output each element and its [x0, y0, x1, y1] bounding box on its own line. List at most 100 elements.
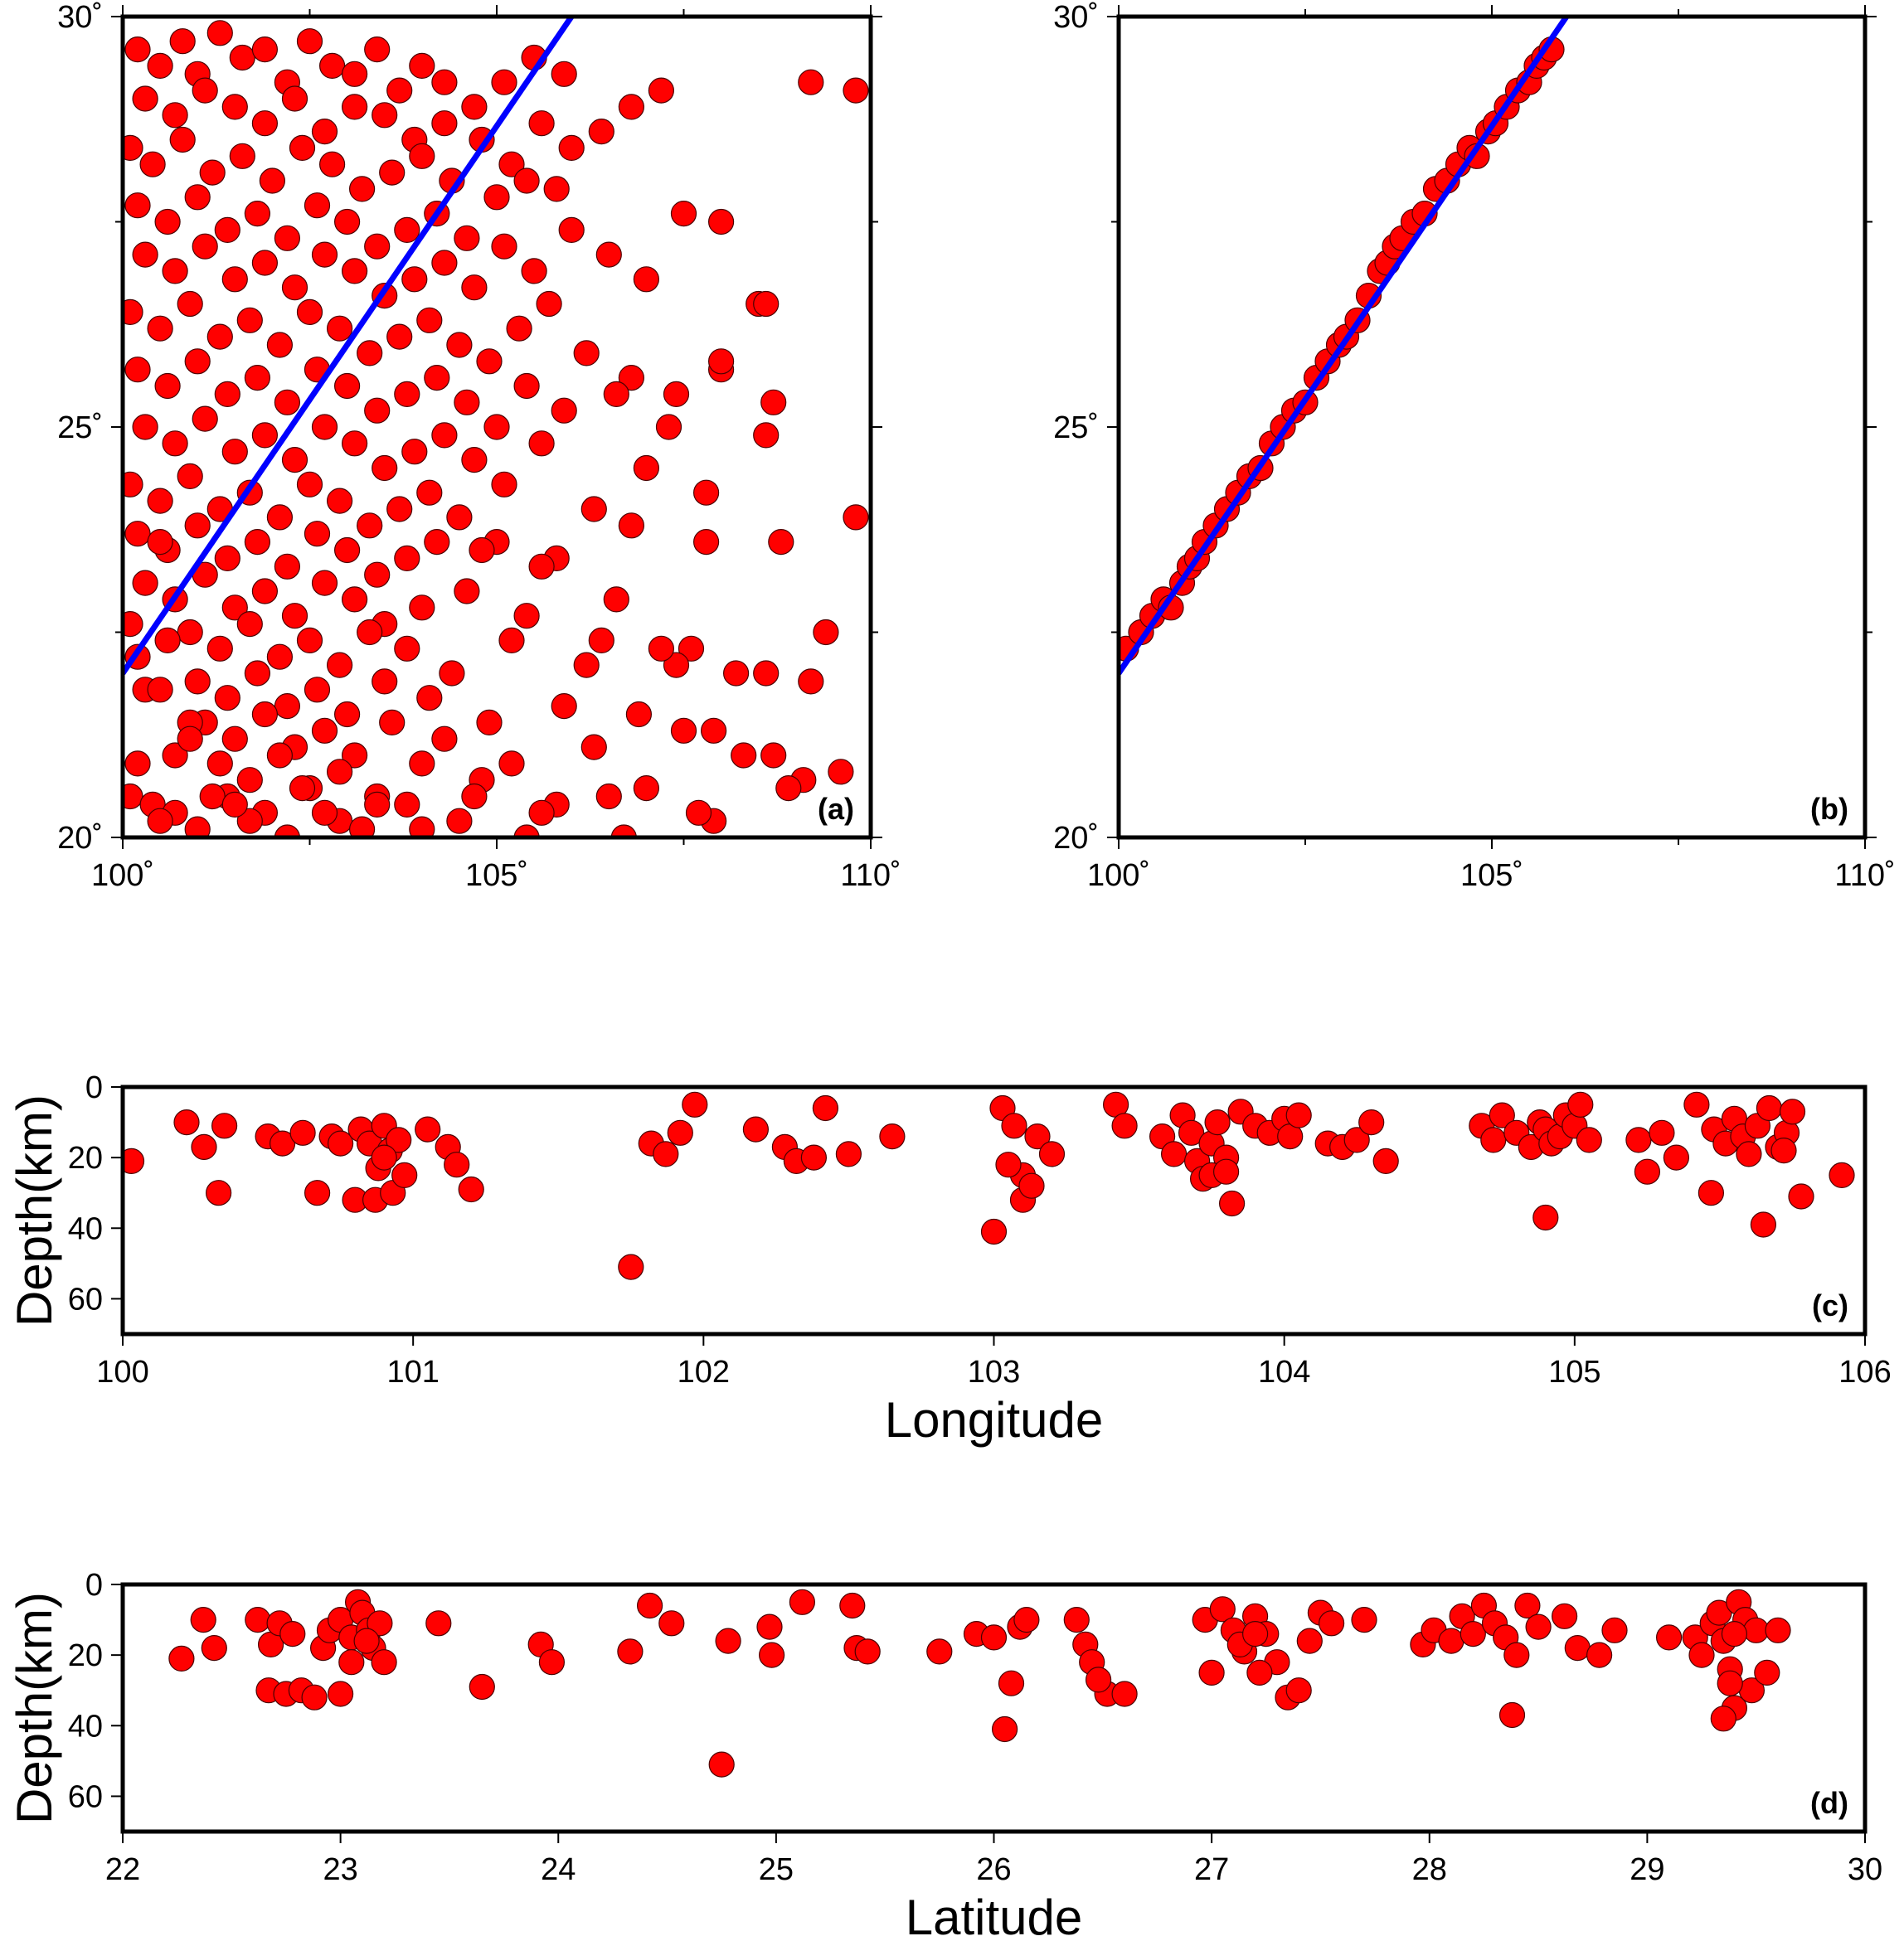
data-point — [123, 1148, 145, 1174]
data-point — [371, 1649, 397, 1676]
data-point — [1788, 1183, 1814, 1210]
data-point — [169, 28, 196, 55]
data-point — [758, 1642, 785, 1668]
data-point — [469, 1673, 495, 1701]
data-point — [245, 1606, 271, 1633]
data-point — [854, 1638, 881, 1665]
x-tick-label: 104 — [1258, 1355, 1310, 1390]
data-point — [328, 1681, 354, 1707]
data-point — [1770, 1137, 1797, 1164]
data-point — [147, 488, 173, 514]
data-point — [139, 151, 166, 177]
data-point — [926, 1638, 953, 1665]
data-point — [1514, 1592, 1541, 1619]
data-point — [617, 1638, 644, 1665]
data-point — [753, 422, 780, 449]
panel-label: (d) — [1810, 1786, 1848, 1820]
data-point — [1525, 1613, 1552, 1640]
data-point — [491, 471, 517, 497]
data-point — [311, 241, 338, 268]
data-point — [364, 36, 391, 63]
data-point — [1198, 1659, 1225, 1686]
data-point — [879, 1123, 906, 1150]
data-point — [1480, 1127, 1507, 1153]
data-point — [444, 1152, 470, 1178]
data-point — [655, 414, 682, 440]
data-point — [839, 1592, 866, 1619]
data-point — [327, 652, 353, 678]
data-point — [1743, 1617, 1770, 1643]
data-point — [327, 488, 353, 514]
data-point — [162, 102, 188, 129]
data-point — [446, 808, 473, 834]
data-point — [296, 28, 323, 55]
data-point — [521, 258, 547, 284]
data-point — [124, 357, 151, 383]
data-point — [682, 1091, 708, 1118]
data-point — [760, 389, 787, 415]
data-layer — [123, 1091, 1855, 1280]
data-point — [342, 430, 368, 457]
data-point — [633, 266, 660, 293]
data-point — [513, 372, 540, 400]
x-axis-title: Longitude — [885, 1392, 1104, 1448]
data-point — [244, 365, 270, 391]
data-point — [991, 1715, 1018, 1743]
data-point — [1489, 1102, 1515, 1128]
data-point — [244, 528, 270, 556]
data-point — [259, 167, 285, 194]
data-point — [386, 323, 413, 350]
data-point — [409, 750, 435, 777]
y-tick-label: 20 — [68, 1141, 103, 1176]
panel-c-depth-longitude: 100 101 102 103 104 105 106 0 20 40 60 (c) Longitude… — [7, 1070, 1892, 1448]
data-point — [663, 652, 690, 678]
data-point — [692, 528, 720, 556]
x-tick-label: 100 — [96, 1355, 148, 1390]
data-point — [431, 69, 458, 95]
data-point — [1460, 1620, 1486, 1647]
data-point — [431, 110, 458, 137]
data-point — [191, 1133, 217, 1161]
data-point — [147, 528, 173, 556]
data-point — [995, 1152, 1022, 1178]
data-point — [595, 783, 622, 810]
data-point — [379, 159, 406, 186]
data-point — [618, 1254, 644, 1280]
data-point — [707, 208, 735, 235]
data-point — [342, 742, 368, 769]
data-point — [454, 389, 480, 415]
data-point — [1655, 1624, 1683, 1651]
data-point — [491, 233, 517, 260]
data-point — [588, 119, 614, 145]
data-point — [334, 208, 361, 235]
data-point — [633, 774, 660, 802]
data-point — [206, 323, 233, 350]
y-tick-label: 60 — [68, 1779, 103, 1814]
data-point — [768, 528, 794, 556]
data-point — [636, 1592, 663, 1619]
data-point — [266, 332, 293, 358]
data-point — [304, 677, 331, 703]
data-point — [229, 44, 255, 71]
data-point — [648, 77, 675, 104]
data-point — [1601, 1617, 1628, 1643]
y-tick-label: 30˚ — [57, 0, 103, 35]
data-point — [304, 521, 331, 547]
data-layer — [1119, 17, 1569, 675]
data-point — [236, 767, 263, 793]
data-point — [409, 52, 435, 80]
data-point — [214, 685, 240, 711]
y-tick-label: 25˚ — [57, 410, 103, 445]
data-point — [173, 1109, 200, 1136]
data-point — [154, 627, 181, 654]
data-point — [580, 496, 607, 522]
data-point — [731, 742, 757, 769]
data-point — [760, 742, 787, 769]
data-point — [1551, 1603, 1578, 1629]
data-point — [707, 348, 735, 375]
data-point — [147, 677, 173, 703]
data-point — [251, 250, 278, 276]
x-tick-label: 105 — [1548, 1355, 1600, 1390]
data-point — [206, 20, 233, 46]
x-tick-label: 105˚ — [465, 858, 528, 893]
